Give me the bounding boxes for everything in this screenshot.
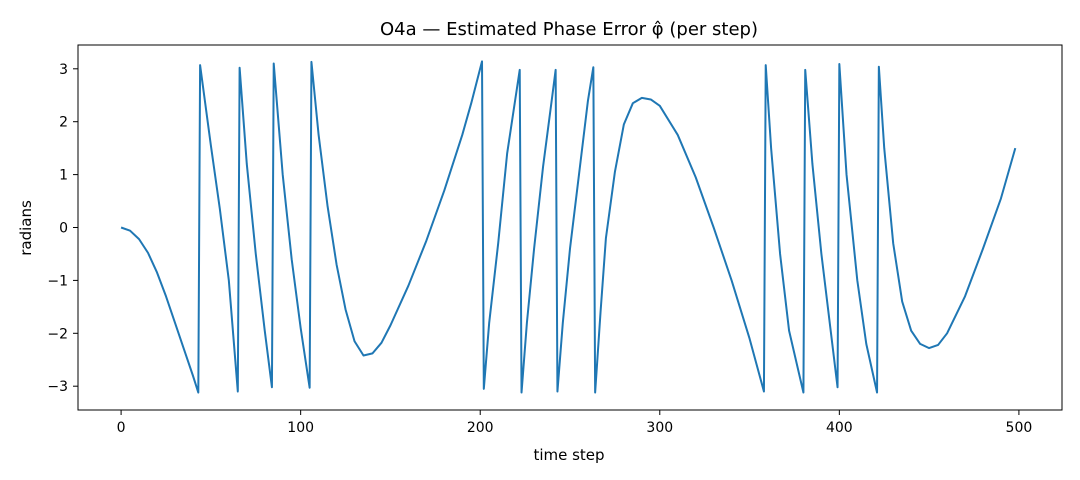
y-tick-label: 0 — [59, 221, 68, 237]
x-tick-label: 0 — [117, 420, 126, 436]
y-axis-label: radians — [17, 200, 35, 256]
x-tick-label: 400 — [826, 420, 853, 436]
x-tick-label: 300 — [646, 420, 673, 436]
y-tick-label: 1 — [59, 168, 68, 184]
x-tick-label: 500 — [1006, 420, 1033, 436]
y-tick-label: −2 — [47, 326, 68, 342]
y-tick-label: −3 — [47, 379, 68, 395]
x-axis-label: time step — [533, 446, 604, 464]
chart-title: O4a — Estimated Phase Error φ̂ (per step… — [380, 19, 758, 40]
y-tick-label: 2 — [59, 115, 68, 131]
x-tick-label: 200 — [467, 420, 494, 436]
series-line — [120, 60, 1017, 394]
y-tick-label: −1 — [47, 273, 68, 289]
x-tick-label: 100 — [287, 420, 314, 436]
plot-frame — [77, 44, 1063, 411]
y-tick-label: 3 — [59, 62, 68, 78]
plot-area: 0 100 200 300 400 500 −3 −2 −1 0 1 2 3 — [47, 44, 1063, 436]
